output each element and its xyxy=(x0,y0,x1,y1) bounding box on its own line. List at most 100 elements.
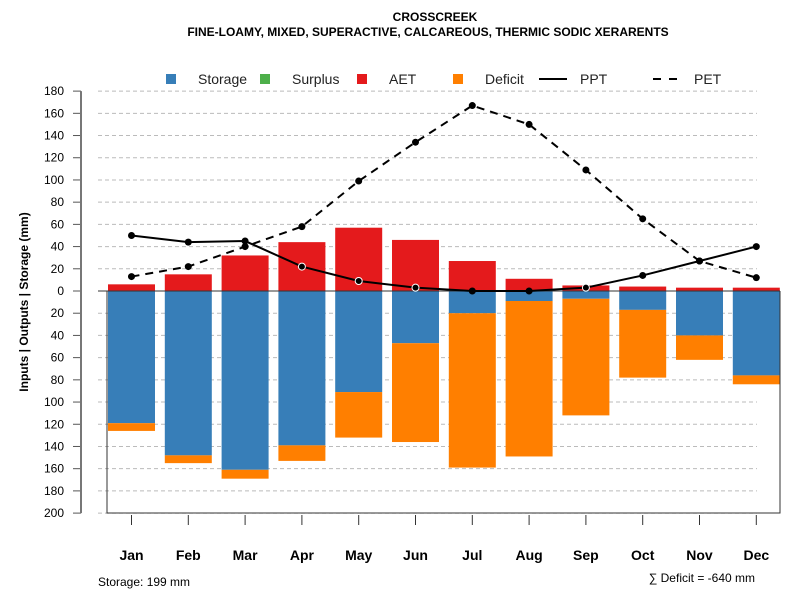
legend-label-aet: AET xyxy=(389,71,417,87)
x-tick-label: Sep xyxy=(573,547,599,563)
y-tick-label: 20 xyxy=(51,262,65,276)
y-tick-label: 140 xyxy=(44,439,64,453)
x-tick-label: Aug xyxy=(515,547,542,563)
x-tick-label: Jun xyxy=(403,547,428,563)
legend-swatch-aet xyxy=(357,74,367,84)
pet-point xyxy=(582,166,590,174)
legend-swatch-storage xyxy=(166,74,176,84)
legend-swatch-surplus xyxy=(260,74,270,84)
y-tick-label: 40 xyxy=(51,240,65,254)
legend-swatch-deficit xyxy=(453,74,463,84)
bar-storage xyxy=(676,291,723,336)
pet-point xyxy=(752,274,760,282)
bar-aet xyxy=(221,255,269,291)
bar-deficit xyxy=(108,423,155,431)
y-tick-label: 80 xyxy=(51,373,65,387)
y-tick-label: 120 xyxy=(44,151,64,165)
y-tick-label: 0 xyxy=(57,284,64,298)
pet-point xyxy=(184,263,192,271)
y-tick-label: 80 xyxy=(51,195,65,209)
bar-aet xyxy=(164,274,212,291)
legend-label-ppt: PPT xyxy=(580,71,608,87)
bar-aet xyxy=(619,286,667,291)
bar-deficit xyxy=(392,343,439,443)
x-tick-label: Jul xyxy=(462,547,482,563)
pet-point xyxy=(355,177,363,185)
bar-deficit xyxy=(221,469,269,479)
legend-label-surplus: Surplus xyxy=(292,71,339,87)
ppt-point xyxy=(752,243,760,251)
x-tick-label: Jan xyxy=(119,547,143,563)
y-tick-label: 160 xyxy=(44,106,64,120)
pet-point xyxy=(525,120,533,128)
ppt-point xyxy=(525,287,533,295)
y-tick-label: 60 xyxy=(51,217,65,231)
storage-footer: Storage: 199 mm xyxy=(98,575,190,589)
bar-deficit xyxy=(164,455,212,464)
pet-point xyxy=(468,102,476,110)
y-tick-label: 120 xyxy=(44,417,64,431)
bar-aet xyxy=(108,284,155,291)
legend-label-storage: Storage xyxy=(198,71,247,87)
legend-label-pet: PET xyxy=(694,71,722,87)
ppt-point xyxy=(354,277,363,286)
pet-point xyxy=(128,273,135,281)
bar-storage xyxy=(164,291,212,456)
y-tick-label: 200 xyxy=(44,506,64,520)
x-tick-label: Dec xyxy=(743,547,769,563)
bar-storage xyxy=(108,291,155,424)
y-tick-label: 40 xyxy=(51,328,65,342)
bar-storage xyxy=(619,291,667,310)
y-tick-label: 180 xyxy=(44,484,64,498)
bar-storage xyxy=(732,291,780,376)
x-tick-label: Nov xyxy=(686,547,713,563)
pet-point xyxy=(298,223,306,231)
y-tick-label: 100 xyxy=(44,173,64,187)
bar-aet xyxy=(505,278,553,291)
y-tick-label: 160 xyxy=(44,462,64,476)
x-tick-label: Mar xyxy=(233,547,258,563)
bar-storage xyxy=(278,291,326,446)
chart-subtitle: FINE-LOAMY, MIXED, SUPERACTIVE, CALCAREO… xyxy=(187,25,668,39)
ppt-point xyxy=(581,283,590,292)
x-tick-label: Apr xyxy=(290,547,315,563)
ppt-point xyxy=(411,283,420,292)
bar-deficit xyxy=(335,392,383,438)
pet-point xyxy=(639,215,647,223)
bar-storage xyxy=(448,291,496,314)
y-tick-label: 140 xyxy=(44,129,64,143)
deficit-footer: ∑ Deficit = -640 mm xyxy=(649,571,755,585)
ppt-point xyxy=(468,287,476,295)
bar-storage xyxy=(505,291,553,301)
bar-deficit xyxy=(676,335,723,360)
bar-aet xyxy=(392,239,439,291)
bar-storage xyxy=(392,291,439,344)
legend-label-deficit: Deficit xyxy=(485,71,524,87)
ppt-line xyxy=(131,234,757,292)
x-tick-label: Oct xyxy=(631,547,655,563)
bar-deficit xyxy=(278,445,326,461)
y-tick-label: 60 xyxy=(51,351,65,365)
pet-point xyxy=(241,243,249,251)
plot-box xyxy=(106,291,781,514)
y-tick-label: 20 xyxy=(51,306,65,320)
bar-storage xyxy=(221,291,269,470)
bar-deficit xyxy=(448,313,496,468)
y-axis-label: Inputs | Outputs | Storage (mm) xyxy=(17,212,31,391)
x-tick-label: Feb xyxy=(176,547,201,563)
pet-point xyxy=(412,138,419,146)
chart-title: CROSSCREEK xyxy=(393,10,478,24)
bar-deficit xyxy=(732,375,780,385)
ppt-point xyxy=(184,238,192,246)
bar-aet xyxy=(448,261,496,291)
bar-aet xyxy=(676,287,723,291)
bar-aet xyxy=(732,287,780,291)
ppt-point xyxy=(297,262,306,271)
pet-point xyxy=(696,257,703,265)
bar-storage xyxy=(335,291,383,393)
bar-deficit xyxy=(619,309,667,378)
ppt-point xyxy=(128,231,135,239)
ppt-point xyxy=(241,237,249,245)
